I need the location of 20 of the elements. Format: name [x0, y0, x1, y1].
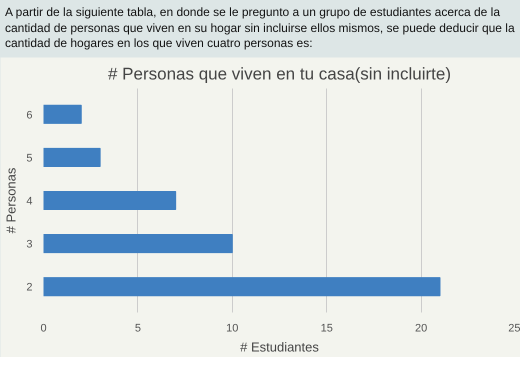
bar — [44, 148, 101, 167]
x-tick-label: 10 — [226, 322, 238, 334]
bar — [44, 104, 82, 124]
bar — [44, 276, 440, 296]
bar — [44, 190, 176, 210]
y-tick-label: 4 — [26, 195, 33, 208]
x-tick-label: 5 — [134, 322, 141, 334]
x-tick-label: 0 — [40, 322, 47, 334]
y-tick-label: 6 — [26, 109, 33, 122]
y-tick-label: 5 — [26, 152, 33, 164]
bar — [44, 234, 233, 253]
y-tick-label: 3 — [26, 238, 33, 250]
y-axis-title: # Personas — [3, 166, 18, 234]
text: A partir de la siguiente tabla, en donde se le pregunto a un grupo de estudiantes acerca de la cantidad de personas que viven en su hogar sin incluirse ellos mismos, se puede deducir que la cantidad de hogares en los que viven cuatro personas es: — [5, 5, 515, 52]
chart-title: # Personas que viven en tu casa(sin incluirte) — [108, 64, 452, 84]
x-tick-label: 15 — [320, 322, 333, 334]
x-tick-label: 20 — [414, 322, 428, 334]
x-axis-title: # Estudiantes — [240, 339, 320, 354]
y-tick-label: 2 — [26, 281, 33, 294]
x-tick-label: 25 — [508, 322, 521, 334]
